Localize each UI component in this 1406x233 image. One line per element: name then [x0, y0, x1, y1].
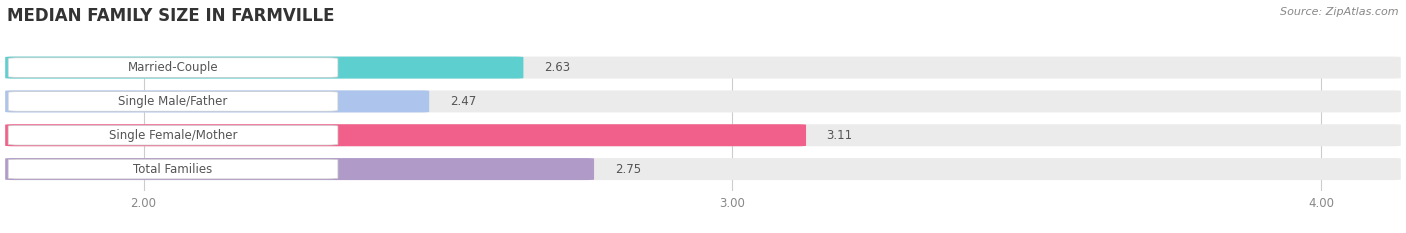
FancyBboxPatch shape	[6, 90, 429, 112]
Text: Total Families: Total Families	[134, 163, 212, 176]
Text: Single Female/Mother: Single Female/Mother	[108, 129, 238, 142]
FancyBboxPatch shape	[8, 58, 337, 77]
FancyBboxPatch shape	[8, 159, 337, 179]
FancyBboxPatch shape	[6, 124, 1400, 146]
FancyBboxPatch shape	[6, 57, 1400, 79]
FancyBboxPatch shape	[6, 158, 1400, 180]
FancyBboxPatch shape	[6, 158, 595, 180]
Text: 2.75: 2.75	[614, 163, 641, 176]
FancyBboxPatch shape	[6, 57, 523, 79]
Text: 3.11: 3.11	[827, 129, 853, 142]
Text: Single Male/Father: Single Male/Father	[118, 95, 228, 108]
Text: MEDIAN FAMILY SIZE IN FARMVILLE: MEDIAN FAMILY SIZE IN FARMVILLE	[7, 7, 335, 25]
FancyBboxPatch shape	[6, 124, 806, 146]
FancyBboxPatch shape	[8, 92, 337, 111]
Text: 2.47: 2.47	[450, 95, 477, 108]
Text: 2.63: 2.63	[544, 61, 571, 74]
Text: Source: ZipAtlas.com: Source: ZipAtlas.com	[1281, 7, 1399, 17]
Text: Married-Couple: Married-Couple	[128, 61, 218, 74]
FancyBboxPatch shape	[6, 90, 1400, 112]
FancyBboxPatch shape	[8, 125, 337, 145]
